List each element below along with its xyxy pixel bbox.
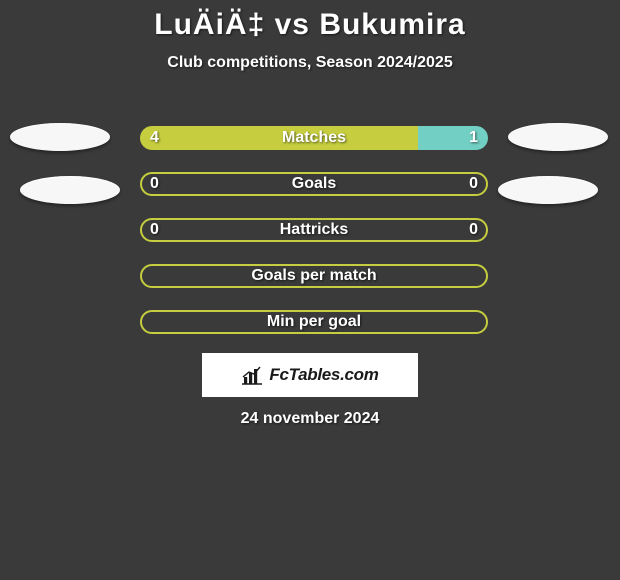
logo-text: FcTables.com — [269, 365, 378, 385]
stat-label: Goals — [140, 172, 488, 196]
date-label: 24 november 2024 — [0, 410, 620, 428]
stat-value-left: 0 — [150, 172, 159, 196]
stat-label: Min per goal — [140, 310, 488, 334]
stat-row: Hattricks0 0 — [0, 218, 620, 242]
stat-row: Min per goal — [0, 310, 620, 334]
comparison-card: LuÄiÄ‡ vs Bukumira Club competitions, Se… — [0, 0, 620, 580]
placeholder-oval — [10, 123, 110, 151]
stat-value-left: 0 — [150, 218, 159, 242]
stat-label: Goals per match — [140, 264, 488, 288]
stat-value-left: 4 — [150, 126, 159, 150]
stat-label: Hattricks — [140, 218, 488, 242]
stat-value-right: 0 — [469, 218, 478, 242]
page-title: LuÄiÄ‡ vs Bukumira — [0, 8, 620, 42]
placeholder-oval — [20, 176, 120, 204]
bar-chart-icon — [241, 365, 263, 385]
placeholder-oval — [508, 123, 608, 151]
placeholder-oval — [498, 176, 598, 204]
stat-value-right: 0 — [469, 172, 478, 196]
fctables-logo[interactable]: FcTables.com — [202, 353, 418, 397]
stat-value-right: 1 — [469, 126, 478, 150]
stat-label: Matches — [140, 126, 488, 150]
subtitle: Club competitions, Season 2024/2025 — [0, 54, 620, 72]
stat-row: Goals per match — [0, 264, 620, 288]
